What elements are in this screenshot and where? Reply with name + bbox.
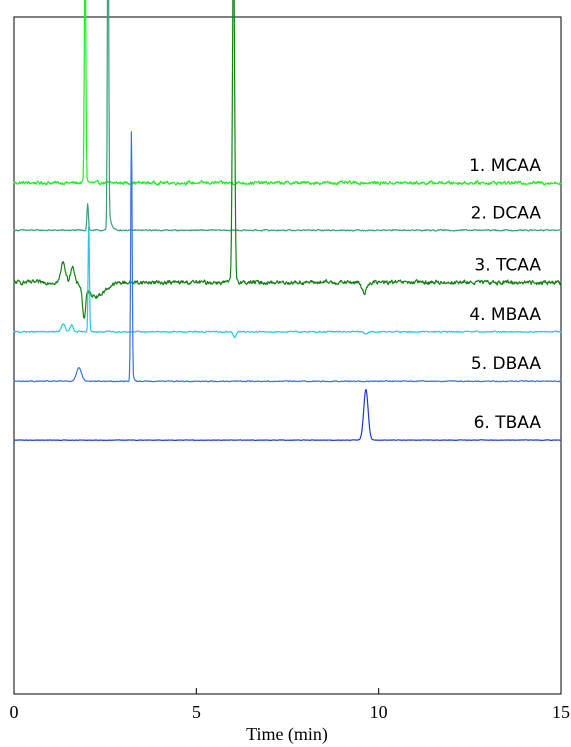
- series-trace-4: [13, 226, 562, 339]
- x-tick-label-5: 5: [192, 702, 201, 722]
- x-tick-label-0: 0: [10, 702, 19, 722]
- series-label-3: 3. TCAA: [474, 255, 541, 275]
- series-label-group: 1. MCAA 2. DCAA 3. TCAA 4. MBAA 5. DBAA 6. TB…: [469, 156, 541, 433]
- x-axis-label: Time (min): [246, 724, 328, 745]
- series-label-1: 1. MCAA: [469, 156, 541, 176]
- series-label-5: 5. DBAA: [471, 354, 541, 374]
- series-label-2: 2. DCAA: [471, 203, 542, 223]
- x-axis: 0 5 10 15: [10, 688, 570, 722]
- x-tick-label-10: 10: [370, 702, 388, 722]
- series-trace-1: [13, 0, 562, 186]
- x-tick-label-15: 15: [552, 702, 570, 722]
- plot-frame: [13, 16, 562, 695]
- trace-group: [13, 0, 562, 442]
- series-trace-2: [13, 0, 562, 232]
- series-trace-6: [13, 388, 562, 442]
- series-trace-5: [13, 131, 562, 383]
- series-label-4: 4. MBAA: [469, 305, 541, 325]
- series-label-6: 6. TBAA: [474, 413, 542, 433]
- series-trace-3: [13, 0, 562, 319]
